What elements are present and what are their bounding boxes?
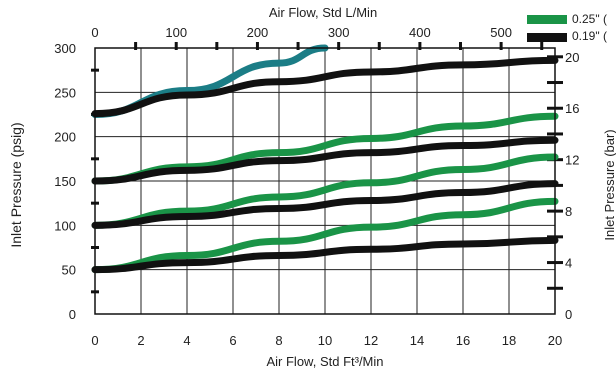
y-tick-label: 0 (69, 307, 76, 322)
x-tick-label: 12 (364, 333, 378, 348)
x-axis-label: Air Flow, Std Ft³/Min (266, 354, 383, 369)
y-tick-label: 100 (54, 218, 76, 233)
y2-tick-label: 12 (565, 153, 579, 168)
x2-tick-label: 200 (247, 25, 269, 40)
x-tick-label: 6 (229, 333, 236, 348)
y2-tick-label: 8 (565, 204, 572, 219)
x2-tick-label: 0 (91, 25, 98, 40)
x2-axis-label: Air Flow, Std L/Min (269, 5, 377, 20)
x2-tick-label: 400 (409, 25, 431, 40)
x-tick-label: 20 (548, 333, 562, 348)
legend: 0.25" ( 0.19" ( (527, 12, 607, 43)
series-line-0 (91, 197, 559, 274)
y2-tick-label: 4 (565, 256, 572, 271)
series-layer (91, 44, 559, 274)
x-tick-label: 2 (137, 333, 144, 348)
x-tick-label: 4 (183, 333, 190, 348)
x-tick-label: 8 (275, 333, 282, 348)
y2-axis-label: Inlet Pressure (bar) (602, 129, 616, 240)
y-tick-label: 250 (54, 85, 76, 100)
y-tick-label: 50 (62, 263, 76, 278)
y2-tick-label: 0 (565, 307, 572, 322)
x2-tick-label: 300 (328, 25, 350, 40)
x-tick-label: 0 (91, 333, 98, 348)
x-tick-label: 16 (456, 333, 470, 348)
x2-tick-label: 500 (490, 25, 512, 40)
series-line-7 (91, 56, 559, 118)
y-tick-label: 200 (54, 130, 76, 145)
legend-label-0: 0.25" ( (572, 12, 607, 26)
plot-frame (94, 47, 556, 315)
y-tick-label: 150 (54, 174, 76, 189)
grid (95, 48, 555, 314)
legend-label-1: 0.19" ( (572, 29, 607, 43)
y2-tick-label: 20 (565, 50, 579, 65)
series-line-1 (91, 153, 559, 229)
x-tick-label: 10 (318, 333, 332, 348)
series-line-6 (91, 136, 559, 185)
y2-tick-label: 16 (565, 101, 579, 116)
legend-swatch-1 (527, 33, 567, 42)
x2-tick-label: 100 (165, 25, 187, 40)
legend-swatch-0 (527, 15, 567, 24)
y-axis-label: Inlet Pressure (psig) (8, 122, 24, 247)
y-tick-label: 300 (54, 41, 76, 56)
series-line-4 (91, 236, 559, 274)
series-line-5 (91, 180, 559, 229)
x-tick-label: 14 (410, 333, 424, 348)
x-tick-label: 18 (502, 333, 516, 348)
